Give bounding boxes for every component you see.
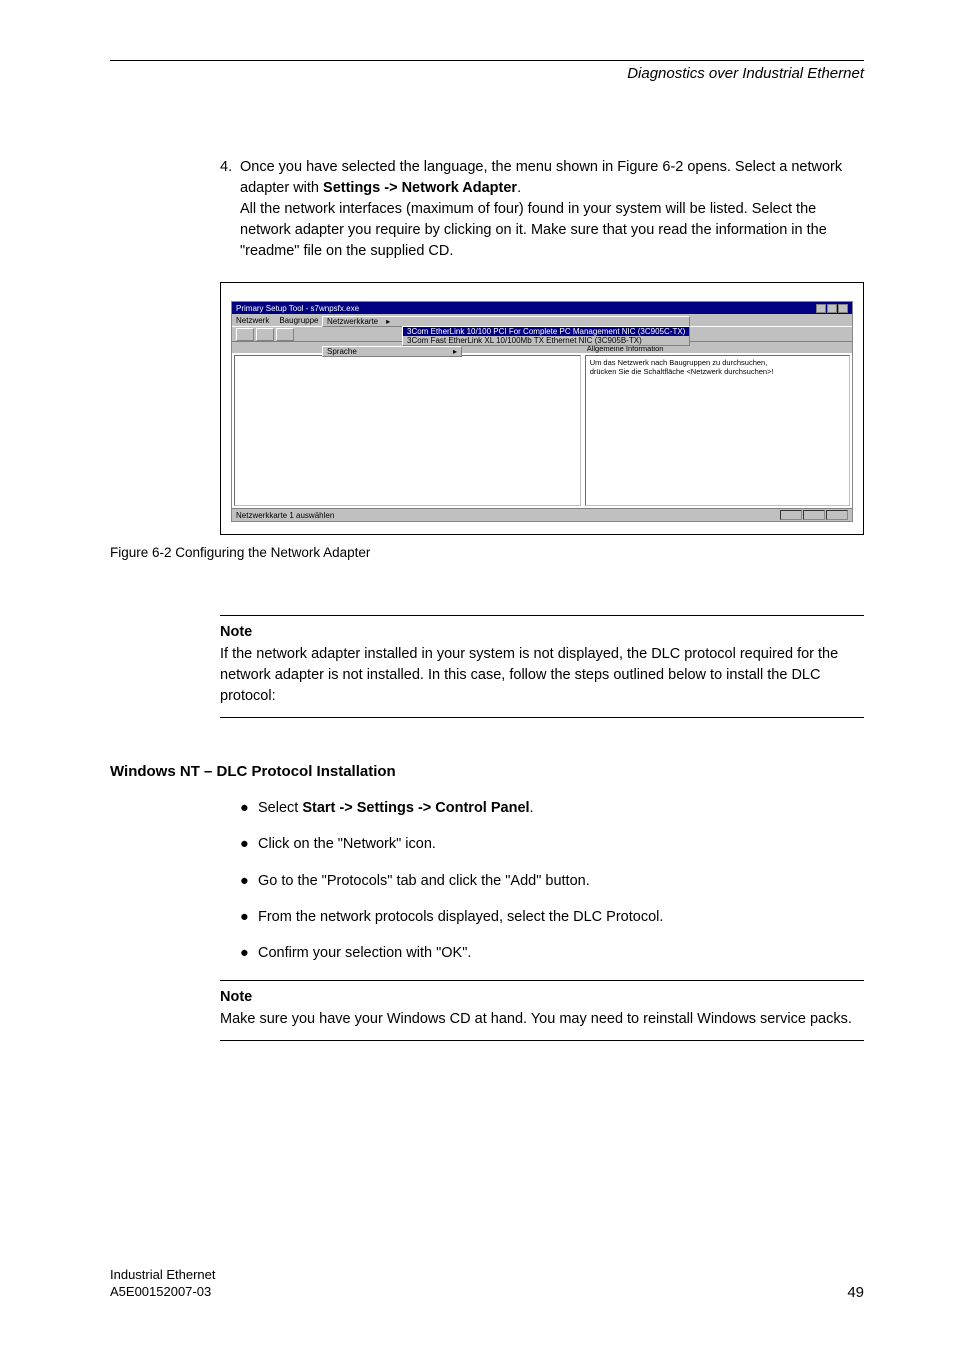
chevron-right-icon: ▸ (453, 347, 457, 356)
footer-line2: A5E00152007-03 (110, 1283, 216, 1301)
bullet-bold: Start -> Settings -> Control Panel (302, 800, 529, 816)
note-block-2: Note Make sure you have your Windows CD … (220, 980, 864, 1041)
toolbar: Netzwerkkarte ▸ 3Com EtherLink 10/100 PC… (232, 326, 852, 342)
note-heading: Note (220, 989, 864, 1005)
menu-netzwerk[interactable]: Netzwerk (236, 316, 269, 325)
header-rule (110, 60, 864, 61)
dropdown-menu: Netzwerkkarte ▸ 3Com EtherLink 10/100 PC… (322, 316, 690, 357)
toolbar-button-3[interactable] (276, 328, 294, 341)
bullet-list: ● Select Start -> Settings -> Control Pa… (240, 798, 864, 963)
bullet-text: Click on the "Network" icon. (258, 834, 436, 854)
step-text-1c: . (517, 180, 521, 196)
list-item: ● Select Start -> Settings -> Control Pa… (240, 798, 864, 818)
list-item: ● From the network protocols displayed, … (240, 907, 864, 927)
right-panel: Um das Netzwerk nach Baugruppen zu durch… (585, 355, 850, 506)
bullet-icon: ● (240, 871, 258, 891)
client-area: Um das Netzwerk nach Baugruppen zu durch… (232, 353, 852, 508)
left-panel (234, 355, 581, 506)
list-item: ● Click on the "Network" icon. (240, 834, 864, 854)
window-title: Primary Setup Tool - s7wnpsfx.exe (236, 304, 359, 313)
bullet-tail: . (530, 800, 534, 816)
dropdown-item-sprache[interactable]: Sprache (327, 347, 357, 356)
right-text-2: drücken Sie die Schaltfläche <Netzwerk d… (590, 367, 845, 376)
bullet-icon: ● (240, 798, 258, 818)
bullet-icon: ● (240, 943, 258, 963)
note-heading: Note (220, 624, 864, 640)
status-cell-1 (780, 510, 802, 520)
step-text-2: All the network interfaces (maximum of f… (240, 201, 827, 259)
step-body: Once you have selected the language, the… (240, 157, 864, 262)
bullet-icon: ● (240, 834, 258, 854)
bullet-text: Confirm your selection with "OK". (258, 943, 471, 963)
dropdown-item-netzwerkkarte[interactable]: Netzwerkkarte (327, 317, 378, 326)
list-item: ● Confirm your selection with "OK". (240, 943, 864, 963)
submenu-item-selected[interactable]: 3Com EtherLink 10/100 PCI For Complete P… (403, 327, 689, 336)
submenu-item-2[interactable]: 3Com Fast EtherLink XL 10/100Mb TX Ether… (403, 336, 689, 345)
page-footer: Industrial Ethernet A5E00152007-03 49 (110, 1266, 864, 1301)
page-number: 49 (847, 1284, 864, 1301)
dropdown-submenu: 3Com EtherLink 10/100 PCI For Complete P… (402, 326, 690, 346)
footer-line1: Industrial Ethernet (110, 1266, 216, 1284)
figure-caption: Figure 6-2 Configuring the Network Adapt… (110, 545, 864, 560)
window-titlebar: Primary Setup Tool - s7wnpsfx.exe (232, 302, 852, 314)
bullet-text: Go to the "Protocols" tab and click the … (258, 871, 590, 891)
toolbar-button-1[interactable] (236, 328, 254, 341)
chevron-right-icon: ▸ (386, 317, 390, 326)
step-text-1b: Settings -> Network Adapter (323, 180, 517, 196)
step-number: 4. (220, 157, 240, 262)
figure-container: Primary Setup Tool - s7wnpsfx.exe Netzwe… (220, 282, 864, 535)
note-text: If the network adapter installed in your… (220, 644, 864, 707)
menu-baugruppe[interactable]: Baugruppe (279, 316, 318, 325)
bullet-text: Select (258, 800, 302, 816)
page-header-title: Diagnostics over Industrial Ethernet (110, 65, 864, 82)
toolbar-button-2[interactable] (256, 328, 274, 341)
close-icon[interactable] (838, 304, 848, 313)
bullet-icon: ● (240, 907, 258, 927)
right-text-1: Um das Netzwerk nach Baugruppen zu durch… (590, 358, 845, 367)
note-block-1: Note If the network adapter installed in… (220, 615, 864, 718)
step-4: 4. Once you have selected the language, … (220, 157, 864, 262)
status-cell-3 (826, 510, 848, 520)
section-heading: Windows NT – DLC Protocol Installation (110, 763, 864, 780)
maximize-icon[interactable] (827, 304, 837, 313)
screenshot-window: Primary Setup Tool - s7wnpsfx.exe Netzwe… (231, 301, 853, 522)
note-text: Make sure you have your Windows CD at ha… (220, 1009, 864, 1030)
bullet-text: From the network protocols displayed, se… (258, 907, 663, 927)
list-item: ● Go to the "Protocols" tab and click th… (240, 871, 864, 891)
status-text: Netzwerkkarte 1 auswählen (236, 511, 334, 520)
status-bar: Netzwerkkarte 1 auswählen (232, 508, 852, 521)
status-cell-2 (803, 510, 825, 520)
minimize-icon[interactable] (816, 304, 826, 313)
